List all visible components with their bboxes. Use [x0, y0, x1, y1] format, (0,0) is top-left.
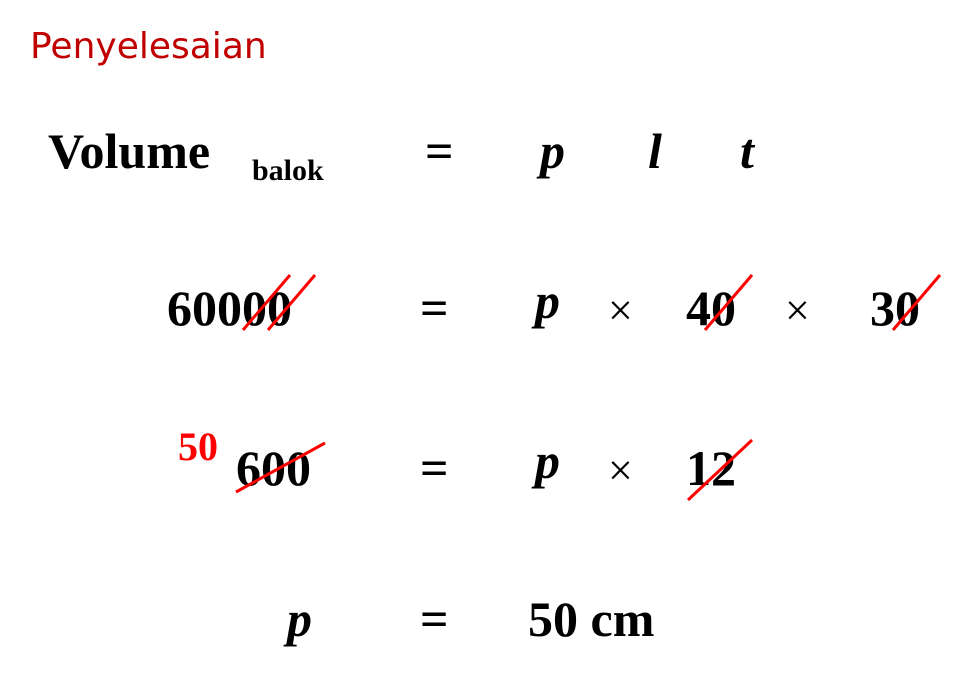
- number: 40: [686, 280, 736, 336]
- strike: [686, 438, 754, 502]
- strike: [266, 274, 317, 331]
- number: 60000: [167, 280, 292, 336]
- equals: =: [420, 280, 449, 336]
- equals: =: [420, 440, 449, 496]
- variable: p: [531, 273, 560, 329]
- equals: =: [425, 123, 454, 179]
- equals: =: [420, 591, 449, 647]
- times: ×: [608, 446, 633, 495]
- times: ×: [608, 286, 633, 335]
- strike: [235, 441, 326, 494]
- strike: [891, 274, 942, 331]
- result: 50 cm: [528, 591, 654, 647]
- number: 600: [236, 440, 311, 496]
- variable: p: [283, 591, 312, 647]
- strikes: [235, 274, 942, 502]
- number: 12: [686, 440, 736, 496]
- strike: [241, 274, 292, 331]
- subscript: balok: [252, 154, 324, 187]
- times: ×: [785, 286, 810, 335]
- variable: p: [536, 123, 565, 179]
- term: Volume: [48, 123, 210, 179]
- title: Penyelesaian: [30, 26, 267, 67]
- note: 50: [178, 424, 218, 469]
- variable: t: [740, 123, 756, 179]
- variable: l: [648, 123, 662, 179]
- variable: p: [531, 433, 560, 489]
- strike: [703, 274, 754, 331]
